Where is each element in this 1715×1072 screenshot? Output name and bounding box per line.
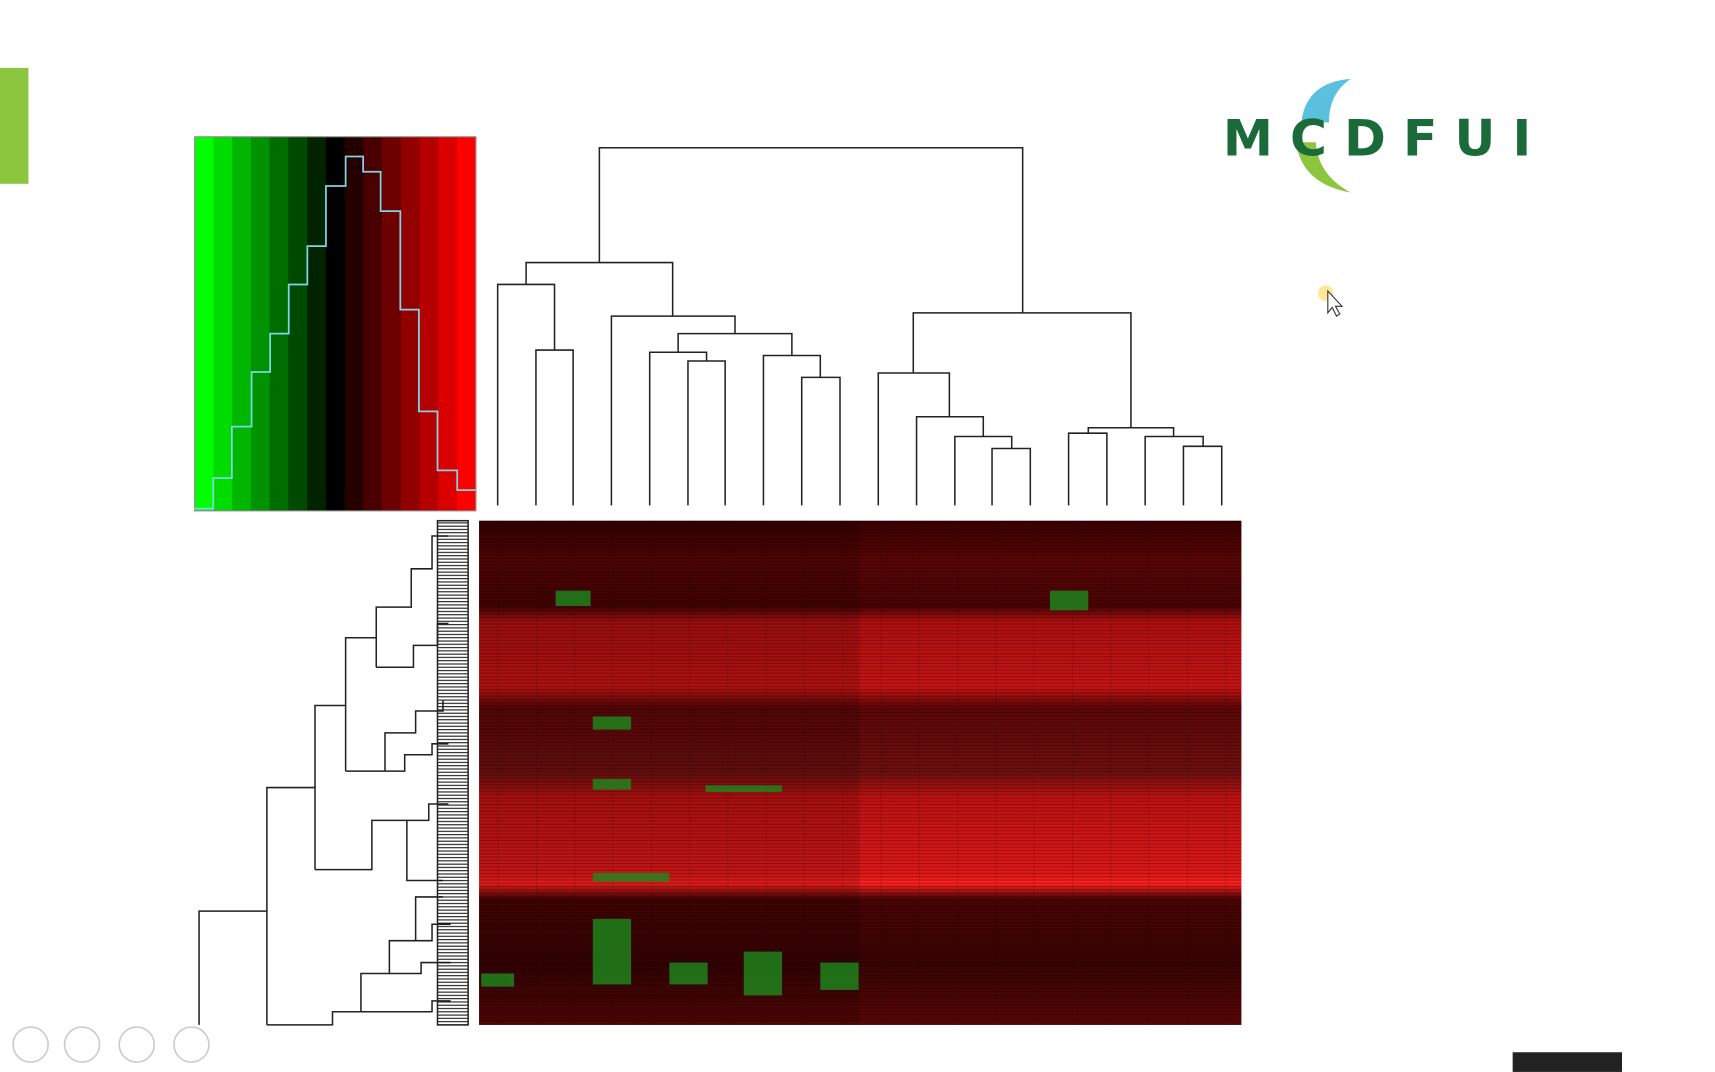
heatmap-cell: [592, 872, 670, 882]
tree-branch: [525, 261, 674, 317]
tree-branch: [314, 636, 378, 788]
color-key-stripe: [250, 136, 271, 511]
color-key-stripe: [269, 136, 289, 511]
tree-branch: [598, 146, 1024, 313]
tree-branch: [877, 372, 951, 506]
row-dendrogram: [198, 519, 469, 1026]
color-key-stripe: [457, 136, 477, 511]
tree-branch: [1182, 445, 1223, 506]
heatmap-cell: [592, 716, 632, 730]
tree-branch: [610, 315, 736, 506]
tree-branch: [687, 360, 726, 506]
heatmap-cell: [669, 962, 708, 985]
pen-button[interactable]: [12, 1026, 49, 1063]
heatmap-green-cells: [481, 590, 1089, 996]
color-key-stripe: [400, 136, 421, 511]
color-key-stripe: [194, 136, 214, 511]
color-key-stripe: [213, 136, 233, 511]
color-key-stripe: [288, 136, 308, 511]
logo-text: MCDFUI: [1223, 108, 1531, 167]
tree-branch: [1067, 432, 1108, 506]
tree-branch: [360, 803, 451, 1013]
slide-toolbar: [12, 1026, 210, 1063]
color-key-histogram: [194, 155, 476, 510]
overlay-widget: [1512, 1052, 1623, 1072]
tree-branch: [800, 376, 841, 506]
heatmap-cell: [592, 918, 632, 985]
heatmap-cell: [705, 785, 783, 792]
color-key: [194, 136, 477, 511]
tree-branch: [991, 447, 1032, 506]
heatmap-cell: [1050, 590, 1089, 611]
heatmap-cell: [592, 778, 632, 790]
tree-branch: [345, 535, 449, 772]
logo: MCDFUI: [1223, 78, 1531, 193]
tree-branch: [496, 283, 556, 506]
tree-branch: [1087, 426, 1175, 437]
logo-leaf: [1301, 78, 1351, 123]
zoom-button[interactable]: [118, 1026, 156, 1063]
color-key-frame: [194, 136, 477, 512]
heatmap-cell: [481, 973, 515, 987]
heatmap: [479, 520, 1242, 1025]
logo-leaf: [1296, 142, 1351, 193]
column-dendrogram: [496, 146, 1223, 506]
tree-branch: [535, 349, 574, 506]
tree-branch: [912, 312, 1132, 428]
tree-branch: [198, 910, 268, 1025]
color-key-stripe: [232, 136, 252, 511]
mouse-cursor: [1327, 289, 1344, 317]
more-button[interactable]: [173, 1026, 210, 1063]
slides-button[interactable]: [63, 1026, 101, 1063]
tree-branch: [648, 351, 708, 506]
tree-branch: [266, 786, 316, 912]
color-key-stripe: [344, 136, 364, 511]
heatmap-cell: [555, 590, 591, 606]
tree-leaves: [436, 519, 469, 1026]
tree-branch: [915, 416, 985, 506]
color-key-stripe: [438, 136, 458, 511]
heatmap-cell: [743, 951, 783, 996]
tree-branch: [266, 819, 443, 1026]
color-key-stripe: [419, 136, 439, 511]
tree-branch: [954, 435, 1013, 506]
color-key-stripe: [325, 136, 346, 511]
side-tab: [0, 67, 29, 184]
color-key-stripe: [307, 136, 327, 511]
color-key-stripe: [363, 136, 383, 511]
color-key-stripe: [382, 136, 402, 511]
heatmap-cell: [820, 962, 859, 990]
